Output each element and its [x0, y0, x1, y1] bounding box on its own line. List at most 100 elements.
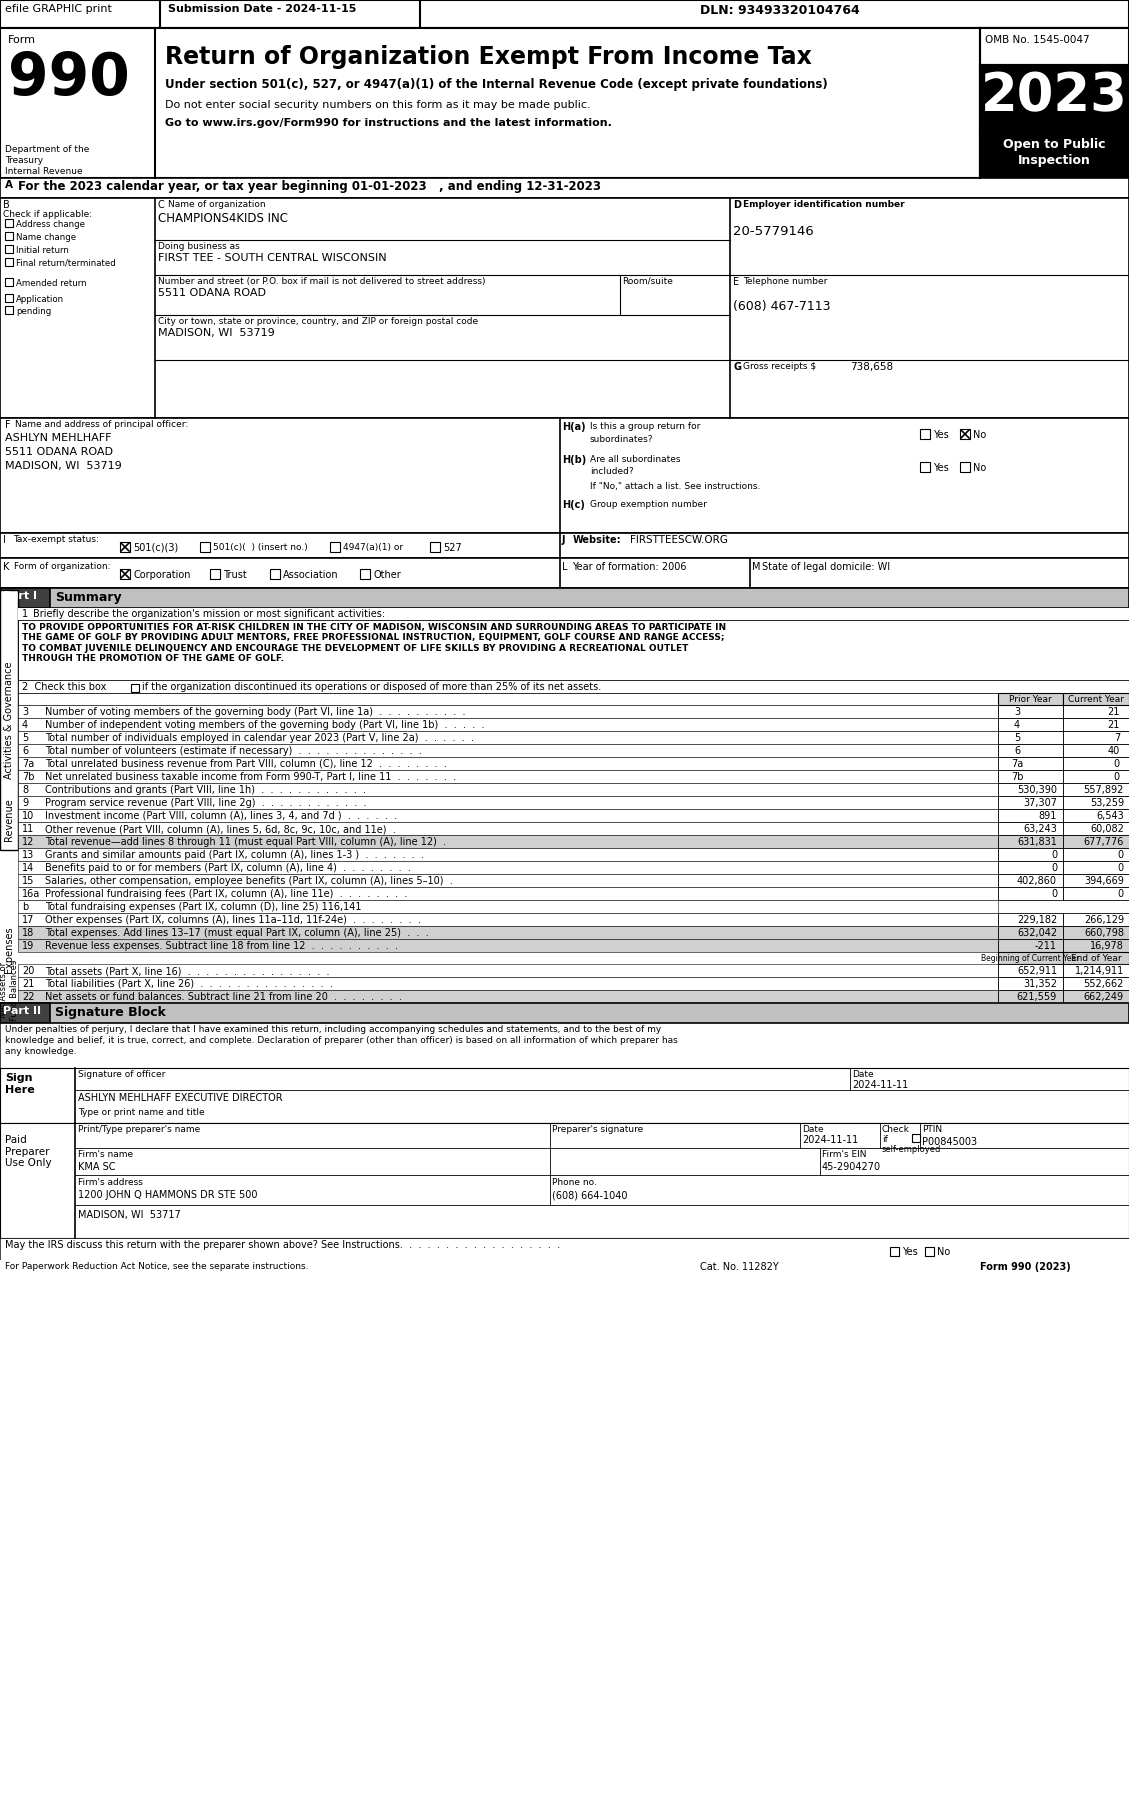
Bar [998, 939, 1064, 951]
Text: Current Year: Current Year [1068, 695, 1124, 704]
Text: 0: 0 [1118, 862, 1124, 873]
Text: 5511 ODANA ROAD: 5511 ODANA ROAD [158, 287, 266, 298]
Bar [200, 542, 210, 551]
Text: MADISON, WI  53719: MADISON, WI 53719 [5, 460, 122, 471]
Bar [980, 133, 1129, 178]
Text: Other: Other [373, 569, 401, 580]
Bar [998, 782, 1064, 797]
Text: 17: 17 [21, 915, 34, 926]
Text: -211: -211 [1035, 940, 1057, 951]
Text: 891: 891 [1039, 811, 1057, 820]
Text: Corporation: Corporation [133, 569, 191, 580]
Bar [1064, 873, 1129, 888]
Bar [912, 1133, 920, 1142]
Bar [18, 706, 998, 719]
Text: Association: Association [283, 569, 339, 580]
Text: 5: 5 [21, 733, 28, 742]
Bar [5, 295, 14, 302]
Bar [18, 620, 1129, 680]
Text: 21: 21 [21, 979, 34, 990]
Bar [998, 809, 1064, 822]
Text: 11: 11 [21, 824, 34, 833]
Bar [120, 569, 130, 578]
Bar [998, 706, 1064, 719]
Text: 0: 0 [1051, 889, 1057, 899]
Text: 530,390: 530,390 [1017, 786, 1057, 795]
Text: if the organization discontinued its operations or disposed of more than 25% of : if the organization discontinued its ope… [142, 682, 602, 691]
Text: E: E [733, 276, 739, 287]
Text: Number of independent voting members of the governing body (Part VI, line 1b)  .: Number of independent voting members of … [45, 720, 484, 729]
Bar [998, 926, 1064, 939]
Bar [1064, 719, 1129, 731]
Text: 527: 527 [443, 544, 462, 553]
Text: Total revenue—add lines 8 through 11 (must equal Part VIII, column (A), line 12): Total revenue—add lines 8 through 11 (mu… [45, 837, 446, 848]
Text: Total assets (Part X, line 16)  .  .  .  .  .  .  .  .  .  .  .  .  .  .  .  .: Total assets (Part X, line 16) . . . . .… [45, 966, 330, 977]
Text: 0: 0 [1051, 862, 1057, 873]
Text: Employer identification number: Employer identification number [743, 200, 904, 209]
Bar [1064, 809, 1129, 822]
Text: Telephone number: Telephone number [743, 276, 828, 286]
Text: B: B [3, 200, 10, 209]
Text: Net unrelated business taxable income from Form 990-T, Part I, line 11  .  .  . : Net unrelated business taxable income fr… [45, 771, 456, 782]
Text: 7b: 7b [1010, 771, 1023, 782]
Text: 21: 21 [1108, 708, 1120, 717]
Bar [18, 913, 998, 926]
Text: Phone no.: Phone no. [552, 1179, 597, 1188]
Text: 3: 3 [21, 708, 28, 717]
Bar [998, 693, 1064, 706]
Text: Paid
Preparer
Use Only: Paid Preparer Use Only [5, 1135, 52, 1168]
Text: 2023: 2023 [981, 69, 1128, 122]
Text: Expenses: Expenses [5, 926, 14, 973]
Text: Yes: Yes [902, 1248, 918, 1257]
Bar [360, 569, 370, 578]
Text: Name and address of principal officer:: Name and address of principal officer: [15, 420, 189, 429]
Bar [1064, 769, 1129, 782]
Bar [0, 1068, 1129, 1122]
Bar [1064, 835, 1129, 848]
Bar [0, 418, 1129, 533]
Text: 2  Check this box: 2 Check this box [21, 682, 106, 691]
Text: L: L [562, 562, 568, 571]
Bar [1064, 926, 1129, 939]
Text: (608) 467-7113: (608) 467-7113 [733, 300, 831, 313]
Text: 6: 6 [21, 746, 28, 757]
Text: 22: 22 [21, 991, 35, 1002]
Text: 6,543: 6,543 [1096, 811, 1124, 820]
Text: Activities & Governance: Activities & Governance [5, 662, 14, 779]
Bar [0, 1002, 50, 1022]
Bar [0, 0, 1129, 27]
Text: 660,798: 660,798 [1084, 928, 1124, 939]
Text: J: J [562, 535, 566, 546]
Text: Date: Date [852, 1070, 874, 1079]
Text: Firm's EIN: Firm's EIN [822, 1150, 866, 1159]
Bar [1064, 693, 1129, 706]
Text: For Paperwork Reduction Act Notice, see the separate instructions.: For Paperwork Reduction Act Notice, see … [5, 1262, 308, 1271]
Bar [998, 835, 1064, 848]
Text: Open to Public: Open to Public [1003, 138, 1105, 151]
Text: Check if applicable:: Check if applicable: [3, 209, 93, 218]
Text: Professional fundraising fees (Part IX, column (A), line 11e)  .  .  .  .  .  . : Professional fundraising fees (Part IX, … [45, 889, 408, 899]
Text: ASHLYN MEHLHAFF: ASHLYN MEHLHAFF [5, 433, 112, 444]
Text: No: No [973, 429, 987, 440]
Text: Address change: Address change [16, 220, 85, 229]
Bar [1064, 731, 1129, 744]
Text: H(a): H(a) [562, 422, 586, 431]
Bar [998, 731, 1064, 744]
Text: OMB No. 1545-0047: OMB No. 1545-0047 [984, 35, 1089, 45]
Bar [18, 782, 998, 797]
Text: 394,669: 394,669 [1084, 877, 1124, 886]
Text: 3: 3 [1014, 708, 1021, 717]
Text: 63,243: 63,243 [1023, 824, 1057, 833]
Text: b: b [21, 902, 28, 911]
Text: May the IRS discuss this return with the preparer shown above? See Instructions.: May the IRS discuss this return with the… [5, 1241, 560, 1250]
Bar [998, 757, 1064, 769]
Text: Yes: Yes [933, 429, 948, 440]
Text: 229,182: 229,182 [1017, 915, 1057, 926]
Text: Total liabilities (Part X, line 26)  .  .  .  .  .  .  .  .  .  .  .  .  .  .  .: Total liabilities (Part X, line 26) . . … [45, 979, 333, 990]
Text: 9: 9 [21, 799, 28, 808]
Text: efile GRAPHIC print: efile GRAPHIC print [5, 4, 112, 15]
Text: 16a: 16a [21, 889, 41, 899]
Text: Other expenses (Part IX, columns (A), lines 11a–11d, 11f-24e)  .  .  .  .  .  . : Other expenses (Part IX, columns (A), li… [45, 915, 421, 926]
Bar [430, 542, 440, 551]
Bar [960, 462, 970, 471]
